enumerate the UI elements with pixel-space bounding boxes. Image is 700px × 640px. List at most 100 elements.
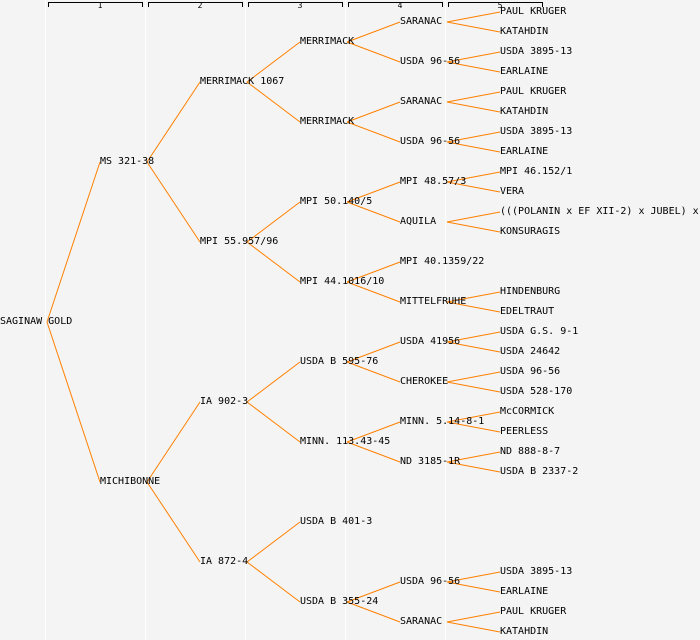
connector-line bbox=[446, 61, 501, 73]
pedigree-node[interactable]: McCORMICK bbox=[500, 406, 555, 417]
pedigree-node[interactable]: SARANAC bbox=[400, 96, 443, 107]
pedigree-node[interactable]: USDA B 401-3 bbox=[300, 516, 373, 527]
pedigree-node[interactable]: EARLAINE bbox=[500, 66, 549, 77]
pedigree-node[interactable]: IA 872-4 bbox=[200, 556, 249, 567]
generation-number: 1 bbox=[97, 1, 103, 10]
connector-line bbox=[446, 341, 501, 353]
connector-line bbox=[346, 361, 401, 383]
connector-line bbox=[446, 301, 501, 313]
pedigree-node[interactable]: KONSURAGIS bbox=[500, 226, 561, 237]
pedigree-node[interactable]: ND 3185-1R bbox=[400, 456, 461, 467]
pedigree-node[interactable]: USDA 528-170 bbox=[500, 386, 573, 397]
pedigree-node[interactable]: HINDENBURG bbox=[500, 286, 561, 297]
pedigree-node[interactable]: USDA G.S. 9-1 bbox=[500, 326, 579, 337]
pedigree-node[interactable]: USDA B 2337-2 bbox=[500, 466, 579, 477]
connector-line bbox=[46, 161, 101, 323]
connector-line bbox=[246, 81, 301, 123]
connector-line bbox=[446, 171, 501, 183]
pedigree-node[interactable]: MS 321-38 bbox=[100, 156, 155, 167]
connector-line bbox=[246, 521, 301, 563]
connector-line bbox=[446, 101, 501, 113]
pedigree-node[interactable]: SAGINAW GOLD bbox=[0, 316, 73, 327]
pedigree-node[interactable]: MINN. 5.14-8-1 bbox=[400, 416, 485, 427]
generation-bracket bbox=[348, 2, 443, 7]
pedigree-node[interactable]: PAUL KRUGER bbox=[500, 86, 567, 97]
connector-line bbox=[346, 261, 401, 283]
pedigree-node[interactable]: USDA 41956 bbox=[400, 336, 461, 347]
pedigree-node[interactable]: MITTELFRUHE bbox=[400, 296, 467, 307]
connector-line bbox=[446, 411, 501, 423]
pedigree-node[interactable]: ND 888-8-7 bbox=[500, 446, 561, 457]
connector-line bbox=[346, 121, 401, 143]
pedigree-node[interactable]: USDA B 355-24 bbox=[300, 596, 379, 607]
pedigree-node[interactable]: IA 902-3 bbox=[200, 396, 249, 407]
pedigree-node[interactable]: VERA bbox=[500, 186, 525, 197]
generation-number: 3 bbox=[297, 1, 303, 10]
connector-line bbox=[446, 421, 501, 433]
pedigree-node[interactable]: MERRIMACK bbox=[300, 36, 355, 47]
connector-line bbox=[46, 321, 101, 483]
pedigree-node[interactable]: USDA B 595-76 bbox=[300, 356, 379, 367]
connector-line bbox=[346, 201, 401, 223]
pedigree-node[interactable]: USDA 96-56 bbox=[400, 136, 461, 147]
pedigree-node[interactable]: SARANAC bbox=[400, 616, 443, 627]
pedigree-node[interactable]: USDA 96-56 bbox=[400, 56, 461, 67]
pedigree-node[interactable]: KATAHDIN bbox=[500, 106, 549, 117]
pedigree-node[interactable]: MICHIBONNE bbox=[100, 476, 161, 487]
pedigree-node[interactable]: MPI 40.1359/22 bbox=[400, 256, 485, 267]
connector-line bbox=[446, 381, 501, 393]
pedigree-node[interactable]: MPI 55.957/96 bbox=[200, 236, 279, 247]
pedigree-node[interactable]: PAUL KRUGER bbox=[500, 6, 567, 17]
pedigree-node[interactable]: PEERLESS bbox=[500, 426, 549, 437]
connector-line bbox=[446, 181, 501, 193]
pedigree-node[interactable]: USDA 96-56 bbox=[500, 366, 561, 377]
connector-line bbox=[246, 401, 301, 443]
pedigree-node[interactable]: KATAHDIN bbox=[500, 626, 549, 637]
generation-number: 4 bbox=[397, 1, 403, 10]
pedigree-node[interactable]: USDA 3895-13 bbox=[500, 126, 573, 137]
connector-line bbox=[346, 181, 401, 203]
pedigree-node[interactable]: (((POLANIN x EF XII-2) x JUBEL) x bbox=[500, 206, 699, 217]
pedigree-node[interactable]: CHEROKEE bbox=[400, 376, 449, 387]
connector-line bbox=[446, 581, 501, 593]
pedigree-node[interactable]: EARLAINE bbox=[500, 586, 549, 597]
generation-number: 5 bbox=[497, 1, 503, 10]
connector-line bbox=[446, 21, 501, 33]
connector-line bbox=[346, 21, 401, 43]
connector-line bbox=[246, 201, 301, 243]
connector-line bbox=[446, 131, 501, 143]
connector-line bbox=[446, 371, 501, 383]
connector-line bbox=[446, 211, 501, 223]
pedigree-node[interactable]: EARLAINE bbox=[500, 146, 549, 157]
generation-bracket bbox=[48, 2, 143, 7]
pedigree-node[interactable]: EDELTRAUT bbox=[500, 306, 555, 317]
connector-line bbox=[346, 41, 401, 63]
connector-line bbox=[446, 11, 501, 23]
connector-line bbox=[246, 241, 301, 283]
pedigree-node[interactable]: MERRIMACK 1067 bbox=[200, 76, 285, 87]
pedigree-node[interactable]: PAUL KRUGER bbox=[500, 606, 567, 617]
pedigree-node[interactable]: MINN. 113.43-45 bbox=[300, 436, 391, 447]
pedigree-node[interactable]: AQUILA bbox=[400, 216, 437, 227]
pedigree-node[interactable]: USDA 3895-13 bbox=[500, 46, 573, 57]
column-separator bbox=[345, 0, 346, 640]
pedigree-node[interactable]: USDA 3895-13 bbox=[500, 566, 573, 577]
connector-line bbox=[446, 571, 501, 583]
connector-line bbox=[446, 451, 501, 463]
column-separator bbox=[445, 0, 446, 640]
pedigree-node[interactable]: KATAHDIN bbox=[500, 26, 549, 37]
pedigree-node[interactable]: MPI 44.1016/10 bbox=[300, 276, 385, 287]
pedigree-node[interactable]: MPI 50.140/5 bbox=[300, 196, 373, 207]
pedigree-node[interactable]: MPI 46.152/1 bbox=[500, 166, 573, 177]
pedigree-node[interactable]: SARANAC bbox=[400, 16, 443, 27]
connector-line bbox=[446, 611, 501, 623]
generation-number: 2 bbox=[197, 1, 203, 10]
connector-line bbox=[446, 51, 501, 63]
pedigree-node[interactable]: USDA 96-56 bbox=[400, 576, 461, 587]
pedigree-node[interactable]: USDA 24642 bbox=[500, 346, 561, 357]
connector-line bbox=[146, 481, 201, 563]
connector-line bbox=[146, 161, 201, 243]
pedigree-node[interactable]: MPI 48.57/3 bbox=[400, 176, 467, 187]
connector-line bbox=[346, 281, 401, 303]
pedigree-node[interactable]: MERRIMACK bbox=[300, 116, 355, 127]
